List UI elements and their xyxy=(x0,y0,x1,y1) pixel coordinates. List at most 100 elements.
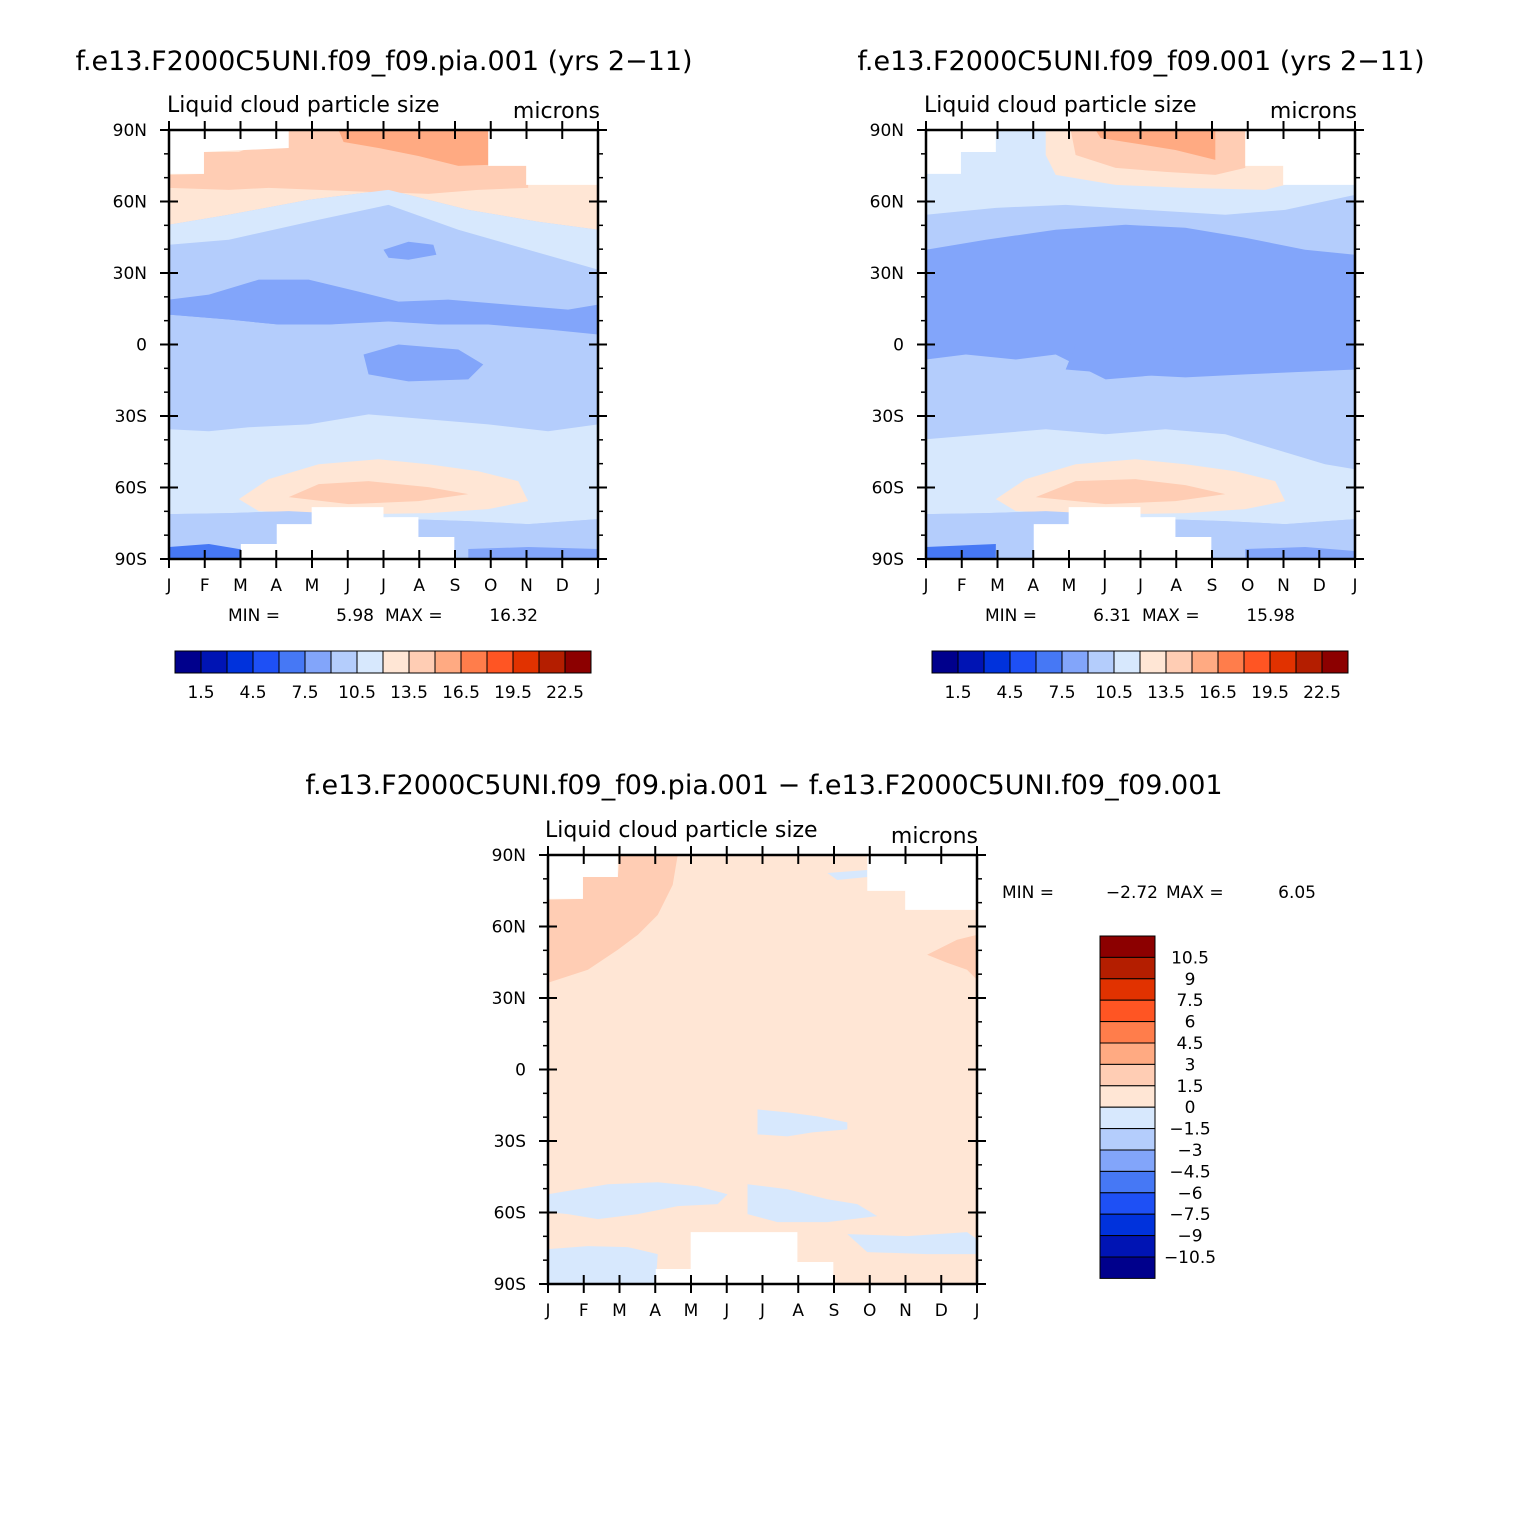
colorbar-label: −9 xyxy=(1177,1227,1202,1247)
p2-mask-ne xyxy=(1245,130,1355,185)
colorbar-swatch xyxy=(1099,1213,1156,1237)
colorbar-label: 4.5 xyxy=(1176,1034,1203,1054)
y-tick-label: 30S xyxy=(494,1132,526,1152)
x-tick-label: M xyxy=(612,1301,627,1321)
p2-band-eq-south xyxy=(1065,344,1355,378)
p1-blob-north xyxy=(383,241,437,260)
colorbar-label: 4.5 xyxy=(996,683,1023,703)
y-tick-label: 30N xyxy=(492,989,526,1009)
x-tick-label: A xyxy=(1027,576,1039,596)
colorbar-label: 1.5 xyxy=(187,683,214,703)
colorbar-swatch xyxy=(460,650,488,674)
x-tick-label: J xyxy=(1137,576,1143,596)
colorbar-label: −7.5 xyxy=(1169,1205,1210,1225)
y-tick-label: 30N xyxy=(870,264,904,284)
p3-arctic-negative xyxy=(827,869,868,880)
panel-2-title: f.e13.F2000C5UNI.f09_f09.001 (yrs 2−11) xyxy=(857,46,1424,77)
colorbar-swatch xyxy=(1321,650,1349,674)
colorbar-swatch xyxy=(1113,650,1141,674)
p1-mask-ne xyxy=(488,130,598,185)
colorbar-label: −4.5 xyxy=(1169,1162,1210,1182)
colorbar-swatch xyxy=(1165,650,1193,674)
x-tick-label: A xyxy=(270,576,282,596)
y-tick-label: 0 xyxy=(515,1061,526,1081)
y-tick-label: 90N xyxy=(870,121,904,141)
x-tick-label: J xyxy=(380,576,386,596)
panel-1-units: microns xyxy=(513,99,600,124)
panel-1-title: f.e13.F2000C5UNI.f09_f09.pia.001 (yrs 2−… xyxy=(75,46,692,77)
colorbar-label: −3 xyxy=(1177,1141,1202,1161)
p3-mask-ne xyxy=(867,855,977,910)
p1-mask-nw xyxy=(169,130,289,174)
colorbar-swatch xyxy=(1009,650,1037,674)
panel-2-units: microns xyxy=(1270,99,1357,124)
panel-3-field xyxy=(548,855,977,1284)
x-tick-label: M xyxy=(990,576,1005,596)
p1-band-subarctic xyxy=(169,189,598,270)
p3-subtropic-negative xyxy=(757,1109,848,1137)
panel-3-title: f.e13.F2000C5UNI.f09_f09.pia.001 − f.e13… xyxy=(305,770,1222,801)
colorbar-label: 10.5 xyxy=(1095,683,1133,703)
p2-mask-nw xyxy=(926,130,996,174)
colorbar-swatch xyxy=(1099,1063,1156,1087)
colorbar-swatch xyxy=(1099,1170,1156,1194)
colorbar-swatch xyxy=(252,650,280,674)
colorbar-label: 13.5 xyxy=(1147,683,1185,703)
x-tick-label: F xyxy=(957,576,967,596)
x-tick-label: D xyxy=(935,1301,948,1321)
panel-2-stats-max-label: MAX = xyxy=(1142,606,1200,626)
colorbar-swatch xyxy=(382,650,410,674)
p2-band-arctic-high xyxy=(1095,130,1216,160)
x-tick-label: M xyxy=(233,576,248,596)
colorbar-swatch xyxy=(1087,650,1115,674)
colorbar-label: 10.5 xyxy=(338,683,376,703)
panel-2-colorbar: 1.5 4.5 7.5 10.5 13.5 16.5 19.5 22.5 xyxy=(931,650,1349,703)
colorbar-swatch xyxy=(278,650,306,674)
colorbar-swatch xyxy=(174,650,202,674)
colorbar-swatch xyxy=(1295,650,1323,674)
colorbar-swatch xyxy=(983,650,1011,674)
x-tick-label: A xyxy=(649,1301,661,1321)
colorbar-label: 19.5 xyxy=(494,683,532,703)
colorbar-label: 10.5 xyxy=(1171,948,1209,968)
colorbar-label: −10.5 xyxy=(1164,1248,1216,1268)
panel-3-subtitle: Liquid cloud particle size xyxy=(545,818,818,843)
p1-band-arctic-high xyxy=(338,130,489,166)
panel-1-stats-max: 16.32 xyxy=(489,606,538,626)
y-tick-label: 90S xyxy=(115,550,147,570)
x-tick-label: J xyxy=(344,576,350,596)
p3-antarctic-negative xyxy=(548,1246,658,1284)
panel-2-axes: J F M A M J J A S O N D J 90N 60N 30N 0 30S 60S 90S xyxy=(870,121,1364,596)
y-tick-label: 90S xyxy=(872,550,904,570)
colorbar-label: 3 xyxy=(1185,1055,1196,1075)
colorbar-label: 1.5 xyxy=(944,683,971,703)
panel-2-stats-min: 6.31 xyxy=(1093,606,1131,626)
panel-2-subtitle: Liquid cloud particle size xyxy=(924,93,1197,118)
colorbar-swatch xyxy=(1061,650,1089,674)
p2-band-southern-mid xyxy=(1035,479,1226,505)
colorbar-swatch xyxy=(356,650,384,674)
colorbar-swatch xyxy=(1099,935,1156,958)
p3-antarctic-negative-east xyxy=(847,1232,977,1255)
x-tick-label: J xyxy=(1101,576,1107,596)
colorbar-swatch xyxy=(1099,1021,1156,1044)
x-tick-label: O xyxy=(1241,576,1254,596)
panel-2-field xyxy=(926,130,1355,559)
panel-3-units: microns xyxy=(891,824,978,849)
colorbar-swatch xyxy=(200,650,228,674)
colorbar-swatch xyxy=(957,650,985,674)
colorbar-swatch xyxy=(512,650,540,674)
panel-1-stats-min: 5.98 xyxy=(336,606,374,626)
p1-blob-equator xyxy=(363,344,484,382)
x-tick-label: A xyxy=(413,576,425,596)
colorbar-swatch xyxy=(1099,999,1156,1023)
colorbar-swatch xyxy=(1099,956,1156,980)
colorbar-swatch xyxy=(931,650,959,674)
x-tick-label: O xyxy=(863,1301,876,1321)
colorbar-label: 22.5 xyxy=(546,683,584,703)
colorbar-label: 16.5 xyxy=(1199,683,1237,703)
y-tick-label: 60N xyxy=(492,918,526,938)
p1-band-southern-mid xyxy=(288,481,469,505)
colorbar-label: 22.5 xyxy=(1303,683,1341,703)
colorbar-swatch xyxy=(1099,1192,1156,1215)
